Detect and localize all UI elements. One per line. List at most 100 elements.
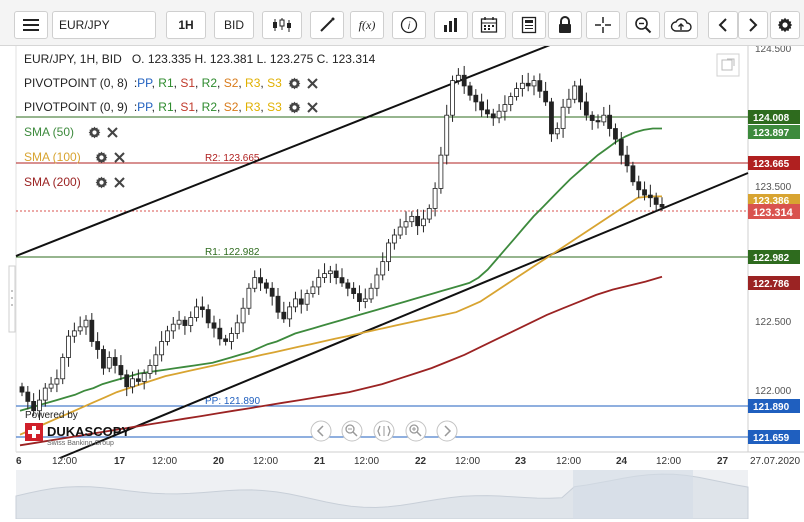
candle-body [293,298,298,308]
candle-body [66,335,71,358]
chevron-right-icon[interactable] [738,11,768,39]
candle-body [485,109,490,115]
navigator-window[interactable] [573,470,693,519]
ohlc-values: O. 123.335 H. 123.381 L. 123.275 C. 123.… [131,52,376,66]
pivot-level-r2: R2 [201,76,218,90]
draw-tool-icon[interactable] [310,11,344,39]
gear-icon[interactable] [95,151,108,164]
pivot-level-s2: S2 [223,76,239,90]
scroll-left-icon[interactable] [310,420,332,442]
close-icon[interactable] [107,126,118,138]
candle-body [531,80,537,87]
pivot-level-s2: S2 [223,100,239,114]
candle-body [211,322,217,329]
candle-body [362,298,368,302]
bar-chart-icon[interactable] [434,11,468,39]
symbol-line: EUR/JPY, 1H, BID [24,52,122,66]
chart-area[interactable]: R2: 123.665 R1: 122.982 PP: 121.890 124.… [0,44,804,520]
close-icon[interactable] [113,151,125,163]
pivot-level-s1: S1 [180,76,195,90]
price-chart[interactable]: R2: 123.665 R1: 122.982 PP: 121.890 124.… [0,44,804,520]
price-tag-text: 122.982 [753,253,790,264]
gear-icon[interactable] [88,126,101,139]
time-label: 12:00 [253,456,278,467]
candle-body [467,85,473,96]
info-icon[interactable]: i [392,11,426,39]
candle-body [391,234,397,244]
news-icon[interactable] [512,11,546,39]
price-tag-last: 123.314 [748,204,800,219]
gear-icon[interactable] [770,11,800,39]
close-icon[interactable] [307,101,318,113]
reset-zoom-icon[interactable] [373,420,395,442]
candle-body [508,96,514,105]
indicators-button[interactable]: f(x) [350,11,384,39]
candle-body [199,306,205,310]
indicators-label: f(x) [358,17,376,32]
timeframe-select[interactable]: 1H [166,11,206,39]
candle-body [368,287,374,300]
price-tag-text: 121.659 [753,433,790,444]
candle-body [496,110,502,119]
candle-body [554,128,560,135]
zoom-icon[interactable] [626,11,660,39]
toolbar: EUR/JPY 1H BID f(x) i [0,0,804,46]
candle-body [642,189,647,196]
side-panel-handle[interactable] [8,265,16,333]
candle-body [479,101,485,111]
zoom-out-icon[interactable] [341,420,363,442]
candle-body [560,106,566,129]
price-tag-sma100: 123.386 [748,194,800,207]
pivot2-label: PIVOTPOINT (0, 9) [24,100,128,114]
candle-body [223,338,229,342]
gear-icon[interactable] [95,176,108,189]
price-side-select[interactable]: BID [214,11,254,39]
pp-label: PP: 121.890 [205,396,260,407]
price-tag-text: 123.897 [753,128,790,139]
close-icon[interactable] [113,176,125,188]
candle-body [153,354,159,366]
chevron-left-icon[interactable] [708,11,738,39]
instrument-select[interactable]: EUR/JPY [52,11,156,39]
candle-body [89,319,95,342]
candle-body [298,298,304,305]
candle-body [386,242,391,263]
gear-icon[interactable] [288,77,301,90]
upper-trendline[interactable] [15,44,551,257]
price-tag-r2: 123.665 [748,156,800,170]
candle-body [438,154,444,189]
time-label: 21 [314,456,326,467]
lock-icon[interactable] [548,11,582,39]
candle-body [415,215,421,227]
scroll-right-icon[interactable] [436,420,458,442]
zoom-in-icon[interactable] [405,420,427,442]
candle-body [345,282,351,289]
expand-icon[interactable] [716,53,740,77]
candle-body [77,326,83,332]
r2-label: R2: 123.665 [205,153,260,164]
crosshair-icon[interactable] [586,11,620,39]
candle-body [409,215,415,223]
candle-body [316,277,322,288]
sma100-label: SMA (100) [24,150,81,164]
cloud-upload-icon[interactable] [664,11,698,39]
candle-body [380,261,386,276]
pivot1-levels: PP, R1, S1, R2, S2, R3, S3 [137,76,282,90]
candle-body [252,277,258,289]
sma200-line [19,275,663,447]
candle-body [130,378,135,388]
candle-body [176,319,182,325]
lower-trendline[interactable] [59,172,749,459]
candle-body [25,391,31,402]
price-tick: 123.500 [755,182,792,193]
menu-icon[interactable] [14,11,48,39]
calendar-icon[interactable] [472,11,506,39]
sma50-label: SMA (50) [24,125,75,139]
sma200-legend: SMA (200) [24,175,125,189]
chart-type-icon[interactable] [262,11,302,39]
instrument-label: EUR/JPY [59,18,110,32]
sma200-label: SMA (200) [24,175,81,189]
gear-icon[interactable] [288,101,301,114]
close-icon[interactable] [307,77,318,89]
pivot-level-r1: R1 [158,76,174,90]
